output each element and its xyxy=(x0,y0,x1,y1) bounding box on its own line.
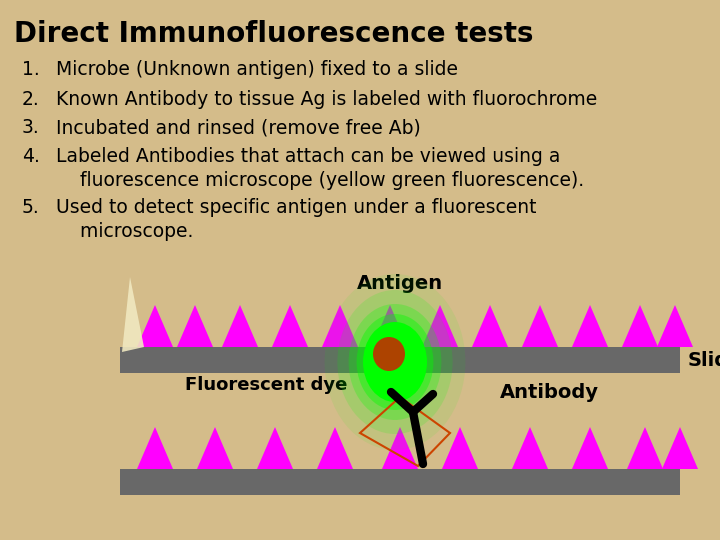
Polygon shape xyxy=(122,277,144,352)
Text: Antibody: Antibody xyxy=(500,382,599,402)
Polygon shape xyxy=(382,427,418,469)
Text: Slide: Slide xyxy=(688,350,720,369)
Text: 1.: 1. xyxy=(22,60,40,79)
Text: Known Antibody to tissue Ag is labeled with fluorochrome: Known Antibody to tissue Ag is labeled w… xyxy=(56,90,598,109)
Polygon shape xyxy=(472,305,508,347)
Text: 4.: 4. xyxy=(22,147,40,166)
Text: Incubated and rinsed (remove free Ab): Incubated and rinsed (remove free Ab) xyxy=(56,118,420,137)
Ellipse shape xyxy=(348,304,441,420)
Polygon shape xyxy=(512,427,548,469)
Text: Labeled Antibodies that attach can be viewed using a: Labeled Antibodies that attach can be vi… xyxy=(56,147,560,166)
Ellipse shape xyxy=(373,337,405,371)
Polygon shape xyxy=(572,427,608,469)
Ellipse shape xyxy=(325,274,465,450)
Text: 2.: 2. xyxy=(22,90,40,109)
Polygon shape xyxy=(422,305,458,347)
Polygon shape xyxy=(222,305,258,347)
Text: Microbe (Unknown antigen) fixed to a slide: Microbe (Unknown antigen) fixed to a sli… xyxy=(56,60,458,79)
Text: microscope.: microscope. xyxy=(56,222,194,241)
Text: Fluorescent dye: Fluorescent dye xyxy=(185,376,347,394)
Ellipse shape xyxy=(356,314,433,410)
Polygon shape xyxy=(272,305,308,347)
Text: 5.: 5. xyxy=(22,198,40,217)
Polygon shape xyxy=(372,305,408,347)
Text: fluorescence microscope (yellow green fluorescence).: fluorescence microscope (yellow green fl… xyxy=(56,171,584,190)
Polygon shape xyxy=(137,305,173,347)
Text: 3.: 3. xyxy=(22,118,40,137)
Polygon shape xyxy=(522,305,558,347)
Polygon shape xyxy=(657,305,693,347)
Polygon shape xyxy=(622,305,658,347)
Polygon shape xyxy=(137,427,173,469)
Polygon shape xyxy=(322,305,358,347)
Text: Antigen: Antigen xyxy=(357,274,443,293)
Text: Used to detect specific antigen under a fluorescent: Used to detect specific antigen under a … xyxy=(56,198,536,217)
Polygon shape xyxy=(572,305,608,347)
Polygon shape xyxy=(317,427,353,469)
Polygon shape xyxy=(442,427,478,469)
Text: Direct Immunofluorescence tests: Direct Immunofluorescence tests xyxy=(14,20,534,48)
Polygon shape xyxy=(177,305,213,347)
Ellipse shape xyxy=(338,290,453,434)
Polygon shape xyxy=(257,427,293,469)
Polygon shape xyxy=(627,427,663,469)
Bar xyxy=(120,469,680,495)
Polygon shape xyxy=(662,427,698,469)
Ellipse shape xyxy=(363,322,427,402)
Bar xyxy=(120,347,680,373)
Polygon shape xyxy=(197,427,233,469)
